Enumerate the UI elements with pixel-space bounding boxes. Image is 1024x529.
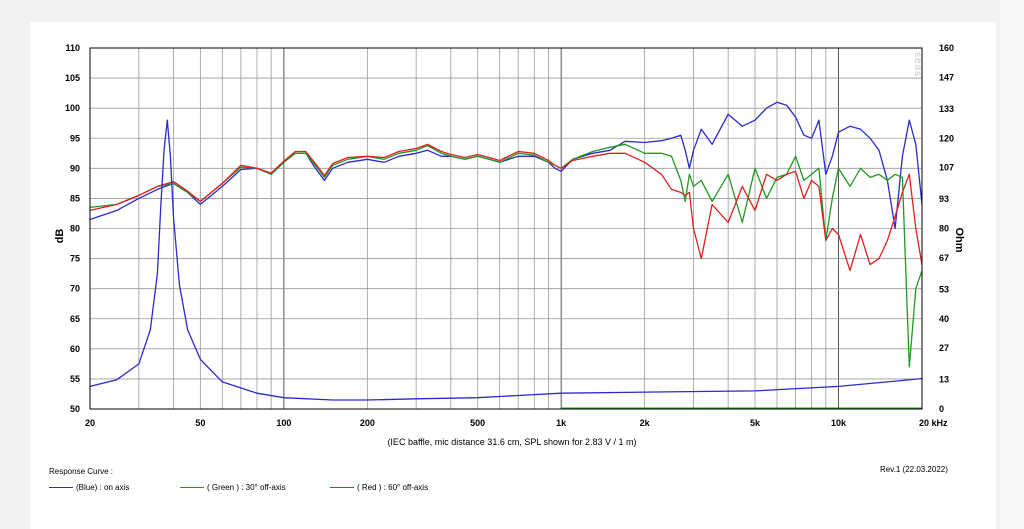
series-line-impedance: [89, 119, 923, 401]
x-tick-label: 50: [195, 418, 205, 428]
y2-tick-label: 160: [939, 43, 954, 53]
y-tick-label: 95: [70, 133, 80, 143]
y-tick-label: 100: [65, 103, 80, 113]
y2-tick-label: 40: [939, 314, 949, 324]
legend-label-on-axis: (Blue) : on axis: [76, 483, 130, 492]
x-tick-label: 500: [470, 418, 485, 428]
y2-axis-title: Ohm: [953, 227, 965, 252]
x-tick-label: 20: [85, 418, 95, 428]
x-tick-label: 20 kHz: [919, 418, 948, 428]
right-strip: [1000, 0, 1024, 529]
legend-item-on-axis: (Blue) : on axis: [49, 483, 129, 492]
y-tick-label: 65: [70, 314, 80, 324]
y-tick-label: 80: [70, 224, 80, 234]
series-line-on-axis: [89, 101, 923, 230]
x-tick-label: 2k: [640, 418, 651, 428]
series-lines: [89, 101, 923, 409]
legend-swatch-red: [330, 487, 354, 489]
y2-tick-label: 13: [939, 375, 949, 385]
legend-item-60-off-axis: ( Red ) : 60° off-axis: [330, 483, 428, 492]
x-tick-label: 10k: [831, 418, 847, 428]
x-axis-ticks: 20 50 100 200 500 1k 2k 5k 10k 20 kHz: [85, 418, 948, 428]
revision-label: Rev.1 (22.03.2022): [880, 465, 948, 474]
y-tick-label: 85: [70, 193, 80, 203]
legend-swatch-blue: [49, 487, 73, 489]
y-axis-title: dB: [54, 229, 66, 244]
series-line-30deg-off-axis: [89, 143, 923, 368]
y-tick-label: 105: [65, 73, 80, 83]
legend-label-60-off-axis: ( Red ) : 60° off-axis: [357, 483, 429, 492]
grid: [89, 47, 923, 410]
y2-tick-label: 80: [939, 224, 949, 234]
x-tick-label: 100: [276, 418, 291, 428]
legend-title: Response Curve :: [49, 467, 114, 476]
y-tick-label: 50: [70, 404, 80, 414]
y2-tick-label: 67: [939, 253, 949, 263]
watermark: seas: [912, 52, 923, 78]
y-tick-label: 60: [70, 344, 80, 354]
series-line-60deg-off-axis: [89, 143, 923, 272]
right-axis-ticks: 0 13 27 40 53 67 80 93 107 120 133 147 160: [939, 43, 954, 414]
y-tick-label: 55: [70, 374, 80, 384]
x-tick-label: 1k: [556, 418, 567, 428]
y2-tick-label: 147: [939, 72, 954, 82]
y-tick-label: 90: [70, 163, 80, 173]
y-tick-label: 70: [70, 284, 80, 294]
chart-sheet: [30, 22, 996, 529]
y2-tick-label: 93: [939, 194, 949, 204]
y-tick-label: 110: [65, 43, 80, 53]
legend-label-30-off-axis: ( Green ) : 30° off-axis: [207, 483, 286, 492]
y2-tick-label: 120: [939, 133, 954, 143]
chart-caption: (IEC baffle, mic distance 31.6 cm, SPL s…: [387, 437, 637, 447]
x-tick-label: 5k: [750, 418, 761, 428]
legend-swatch-green: [180, 487, 204, 489]
y2-tick-label: 107: [939, 163, 954, 173]
y2-tick-label: 133: [939, 104, 954, 114]
left-axis-ticks: 50 55 60 65 70 75 80 85 90 95 100 105 110: [65, 43, 80, 414]
plot-frame: [89, 47, 923, 410]
y2-tick-label: 53: [939, 284, 949, 294]
y2-tick-label: 0: [939, 404, 944, 414]
x-tick-label: 200: [360, 418, 375, 428]
y-tick-label: 75: [70, 254, 80, 264]
y2-tick-label: 27: [939, 343, 949, 353]
legend-item-30-off-axis: ( Green ) : 30° off-axis: [180, 483, 286, 492]
